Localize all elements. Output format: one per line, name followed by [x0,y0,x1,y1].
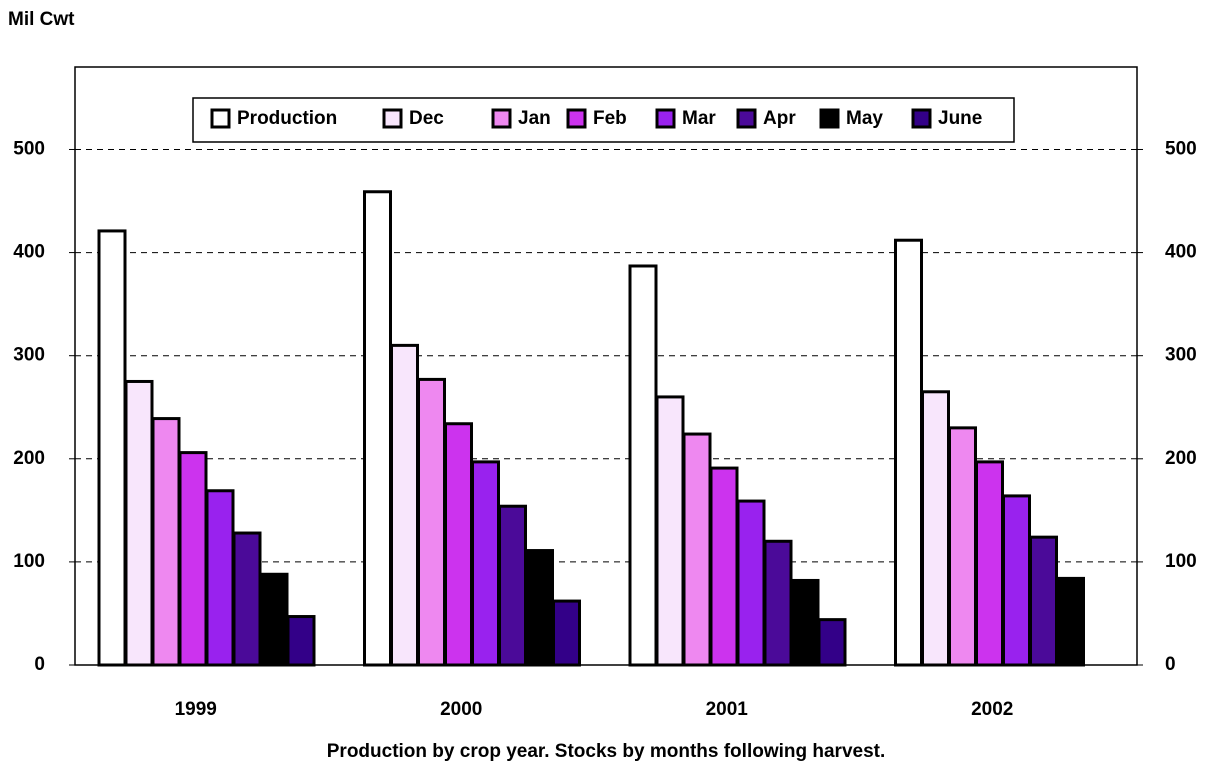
bar [444,422,473,667]
y-axis-label: Mil Cwt [8,9,75,30]
y-tick-label: 400 [13,242,45,263]
bar [232,531,262,667]
legend-swatch [819,108,840,129]
bar [552,599,581,667]
legend-swatch [736,108,757,129]
bar [763,539,793,667]
bar [525,549,554,667]
bar [390,343,419,667]
legend-swatch [911,108,932,129]
legend-label: June [938,108,982,129]
bar [97,229,127,667]
bar [709,466,739,667]
y-tick-label: 100 [13,551,45,572]
bar [178,451,208,667]
legend-swatch [210,108,231,129]
legend-label: Feb [593,108,627,129]
x-tick-label: 2001 [706,699,749,720]
x-axis-label: Production by crop year. Stocks by month… [327,741,886,762]
bar [921,390,950,667]
y2-tick-label: 300 [1165,345,1197,366]
y-tick-label: 0 [34,654,45,675]
bar [682,432,712,667]
legend-box [192,97,1015,143]
x-tick-label: 1999 [175,699,217,720]
legend-label: Production [237,108,337,129]
bar [628,264,658,667]
x-tick-label: 2000 [440,699,482,720]
bar [259,572,289,667]
bar [417,377,446,667]
bar [655,395,685,667]
y2-tick-label: 200 [1165,448,1197,469]
bar [1002,494,1031,667]
legend-swatch [655,108,676,129]
bar [286,615,316,667]
legend-label: May [846,108,883,129]
legend-swatch [566,108,587,129]
y2-tick-label: 0 [1165,654,1176,675]
bar [817,618,847,667]
bar [363,190,392,667]
bar [151,417,181,667]
legend-label: Apr [763,108,796,129]
y-tick-label: 500 [13,138,45,159]
legend-swatch [491,108,512,129]
legend-label: Jan [518,108,551,129]
y-tick-label: 200 [13,448,45,469]
bar [498,504,527,667]
legend-label: Dec [409,108,444,129]
bar [205,489,235,667]
x-tick-label: 2002 [971,699,1013,720]
bar [1029,535,1058,667]
bar [124,379,154,667]
y2-tick-label: 100 [1165,551,1197,572]
bar [790,578,820,667]
legend-swatch [382,108,403,129]
bar [975,460,1004,667]
bar [948,426,977,667]
bar [894,238,923,667]
y-tick-label: 300 [13,345,45,366]
legend-label: Mar [682,108,716,129]
bar [471,460,500,667]
y2-tick-label: 400 [1165,242,1197,263]
bar [736,499,766,667]
y2-tick-label: 500 [1165,138,1197,159]
bar [1056,576,1085,667]
